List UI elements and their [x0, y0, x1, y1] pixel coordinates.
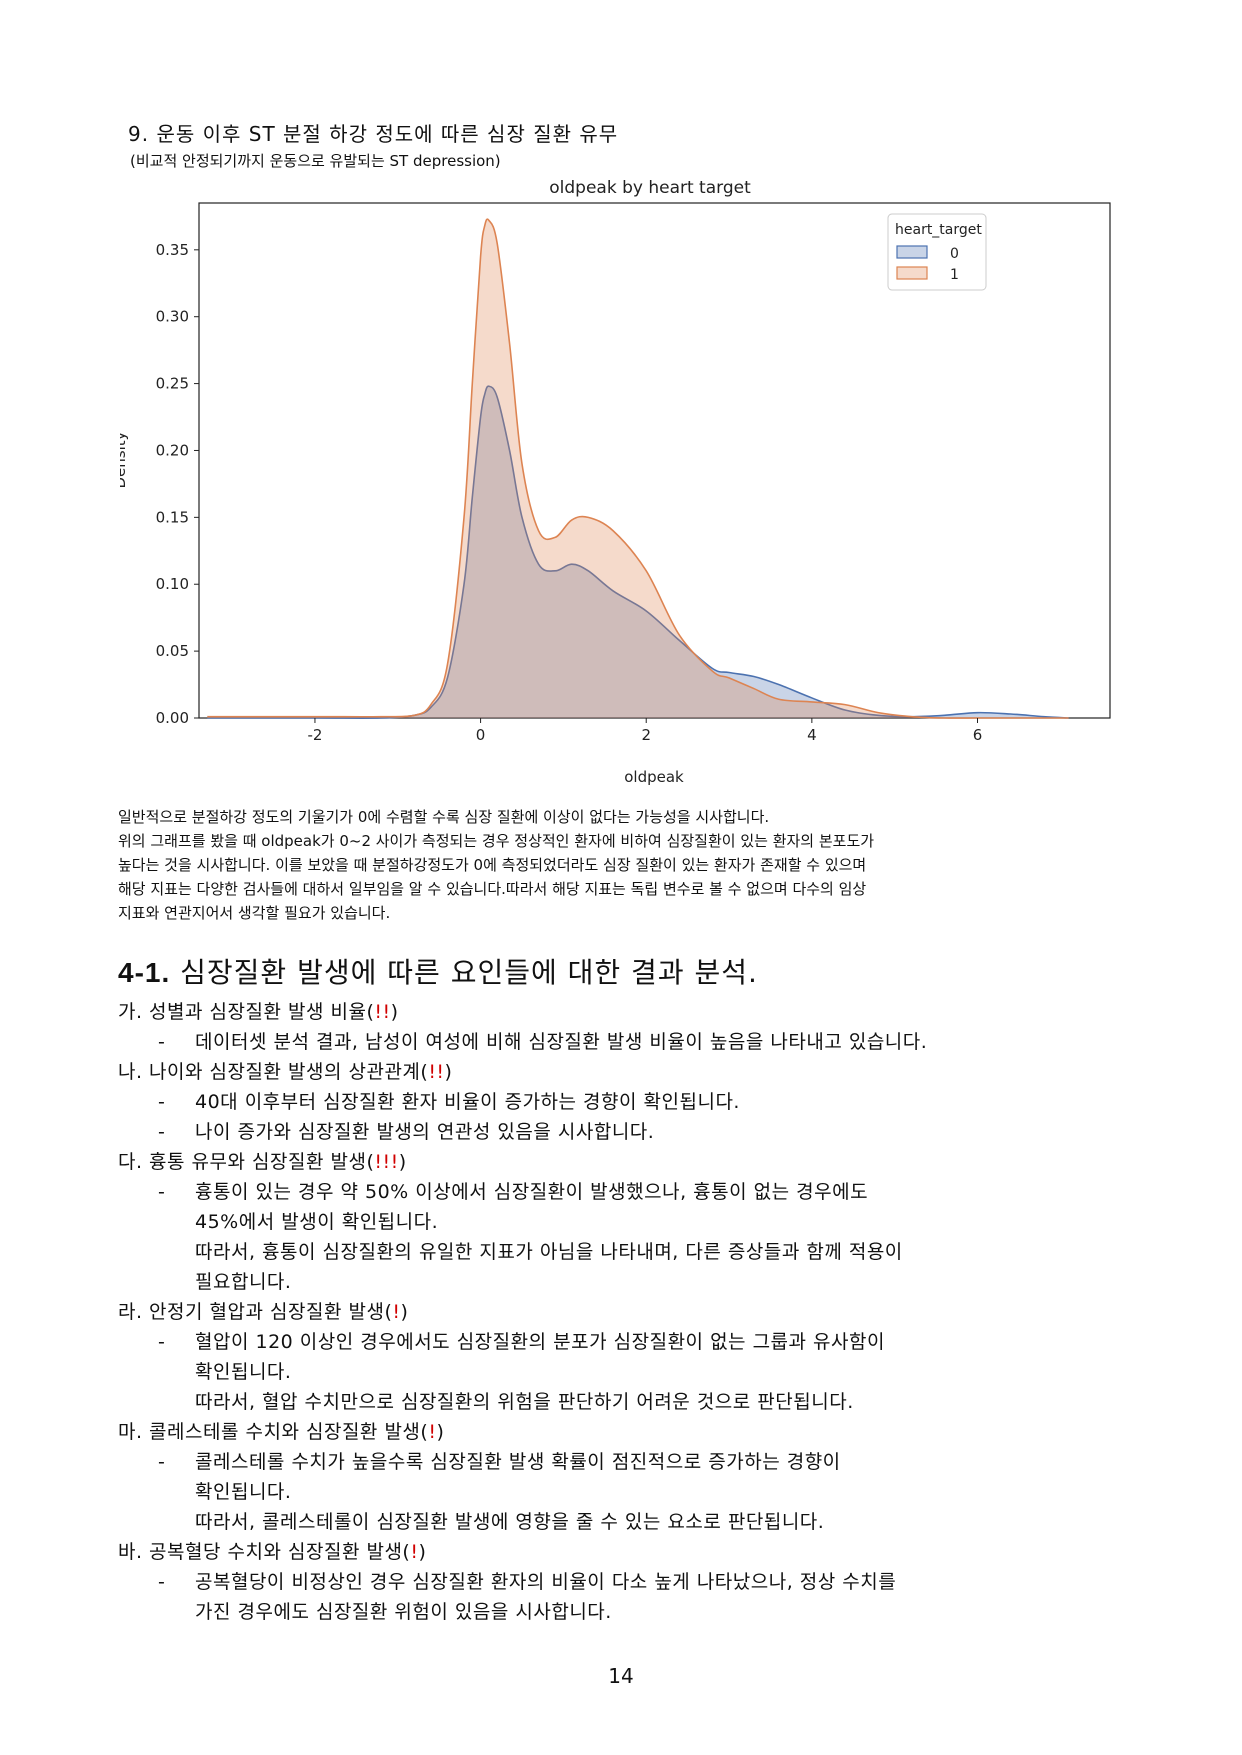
bullet-dash: - — [158, 1031, 166, 1053]
bullet-dash: - — [158, 1091, 166, 1113]
finding-label-close: ) — [444, 1061, 453, 1083]
heading-4-1: 4-1. 심장질환 발생에 따른 요인들에 대한 결과 분석. — [118, 951, 758, 991]
y-tick-label: 0.35 — [156, 241, 189, 259]
y-tick-label: 0.00 — [156, 709, 189, 727]
bullet-continuation: 따라서, 혈압 수치만으로 심장질환의 위험을 판단하기 어려운 것으로 판단됩… — [195, 1391, 854, 1413]
finding-label-close: ) — [400, 1301, 409, 1323]
y-tick-label: 0.15 — [156, 508, 189, 526]
importance-marks: !! — [374, 1001, 391, 1023]
importance-marks: !!! — [374, 1151, 399, 1173]
y-tick-label: 0.20 — [156, 441, 189, 459]
legend-label: 0 — [950, 246, 959, 262]
analysis-paragraph: 일반적으로 분절하강 정도의 기울기가 0에 수렴할 수록 심장 질환에 이상이… — [118, 805, 1138, 925]
series-0-area — [207, 386, 1069, 719]
finding-label: 가. 성별과 심장질환 발생 비율( — [118, 1001, 375, 1023]
bullet-dash: - — [158, 1571, 166, 1593]
finding-bullet: - 혈압이 120 이상인 경우에서도 심장질환의 분포가 심장질환이 없는 그룹… — [118, 1327, 1168, 1357]
paragraph-line: 위의 그래프를 봤을 때 oldpeak가 0~2 사이가 측정되는 경우 정상… — [118, 832, 875, 850]
finding-label: 마. 콜레스테롤 수치와 심장질환 발생( — [118, 1421, 429, 1443]
importance-marks: ! — [392, 1301, 401, 1323]
finding-label: 바. 공복혈당 수치와 심장질환 발생( — [118, 1541, 411, 1563]
x-axis-label: oldpeak — [624, 768, 684, 786]
finding-bullet: - 40대 이후부터 심장질환 환자 비율이 증가하는 경향이 확인됩니다. — [118, 1087, 1168, 1117]
bullet-dash: - — [158, 1121, 166, 1143]
bullet-continuation: 필요합니다. — [195, 1271, 292, 1293]
x-tick-label: 2 — [641, 726, 651, 744]
bullet-text: 데이터셋 분석 결과, 남성이 여성에 비해 심장질환 발생 비율이 높음을 나… — [195, 1031, 928, 1053]
series-layer — [207, 218, 1069, 719]
y-tick-label: 0.05 — [156, 642, 189, 660]
paragraph-line: 높다는 것을 시사합니다. 이를 보았을 때 분절하강정도가 0에 측정되었더라… — [118, 856, 867, 874]
finding-heading: 다. 흉통 유무와 심장질환 발생(!!!) — [118, 1147, 1168, 1177]
y-tick-label: 0.30 — [156, 308, 189, 326]
finding-heading: 가. 성별과 심장질환 발생 비율(!!) — [118, 997, 1168, 1027]
y-axis: 0.00 0.05 0.10 0.15 0.20 0.25 0.30 0.35 — [156, 241, 199, 727]
y-tick-label: 0.25 — [156, 375, 189, 393]
x-tick-label: -2 — [307, 726, 322, 744]
bullet-continuation: 따라서, 흉통이 심장질환의 유일한 지표가 아님을 나타내며, 다른 증상들과… — [195, 1241, 903, 1263]
bullet-continuation: 45%에서 발생이 확인됩니다. — [195, 1211, 439, 1233]
finding-label: 나. 나이와 심장질환 발생의 상관관계( — [118, 1061, 429, 1083]
bullet-text: 공복혈당이 비정상인 경우 심장질환 환자의 비율이 다소 높게 나타났으나, … — [195, 1571, 897, 1593]
bullet-text: 40대 이후부터 심장질환 환자 비율이 증가하는 경향이 확인됩니다. — [195, 1091, 740, 1113]
series-1-line — [207, 218, 1069, 719]
heading-number: 4-1. — [118, 957, 171, 988]
finding-heading: 바. 공복혈당 수치와 심장질환 발생(!) — [118, 1537, 1168, 1567]
finding-label-close: ) — [436, 1421, 445, 1443]
finding-heading: 나. 나이와 심장질환 발생의 상관관계(!!) — [118, 1057, 1168, 1087]
bullet-continuation: 확인됩니다. — [195, 1481, 292, 1503]
bullet-continuation: 가진 경우에도 심장질환 위험이 있음을 시사합니다. — [195, 1601, 612, 1623]
legend-swatch — [896, 266, 928, 280]
legend: heart_target 0 1 — [887, 213, 987, 291]
finding-label-close: ) — [418, 1541, 427, 1563]
bullet-text: 흉통이 있는 경우 약 50% 이상에서 심장질환이 발생했으나, 흉통이 없는… — [195, 1181, 869, 1203]
paragraph-line: 해당 지표는 다양한 검사들에 대하서 일부임을 알 수 있습니다.따라서 해당… — [118, 880, 867, 898]
finding-bullet: - 나이 증가와 심장질환 발생의 연관성 있음을 시사합니다. — [118, 1117, 1168, 1147]
x-tick-label: 0 — [476, 726, 486, 744]
bullet-text: 혈압이 120 이상인 경우에서도 심장질환의 분포가 심장질환이 없는 그룹과… — [195, 1331, 885, 1353]
legend-title: heart_target — [895, 222, 982, 238]
x-axis: -2 0 2 4 6 — [307, 718, 982, 744]
series-0-line — [207, 385, 1069, 719]
x-tick-label: 4 — [807, 726, 817, 744]
bullet-continuation: 확인됩니다. — [195, 1361, 292, 1383]
section-subtitle: (비교적 안정되기까지 운동으로 유발되는 ST depression) — [130, 152, 501, 170]
paragraph-line: 일반적으로 분절하강 정도의 기울기가 0에 수렴할 수록 심장 질환에 이상이… — [118, 808, 770, 826]
section-title: 9. 운동 이후 ST 분절 하강 정도에 따른 심장 질환 유무 — [128, 122, 619, 146]
importance-marks: ! — [410, 1541, 419, 1563]
legend-label: 1 — [950, 267, 959, 283]
bullet-text: 콜레스테롤 수치가 높을수록 심장질환 발생 확률이 점진적으로 증가하는 경향… — [195, 1451, 841, 1473]
importance-marks: ! — [428, 1421, 437, 1443]
x-tick-label: 6 — [973, 726, 983, 744]
legend-box — [887, 213, 987, 291]
paragraph-line: 지표와 연관지어서 생각할 필요가 있습니다. — [118, 904, 391, 922]
finding-bullet: - 공복혈당이 비정상인 경우 심장질환 환자의 비율이 다소 높게 나타났으나,… — [118, 1567, 1168, 1597]
bullet-dash: - — [158, 1331, 166, 1353]
y-axis-label: Density — [120, 431, 129, 488]
chart-title: oldpeak by heart target — [549, 178, 751, 198]
importance-marks: !! — [428, 1061, 445, 1083]
finding-label-close: ) — [390, 1001, 399, 1023]
finding-label: 다. 흉통 유무와 심장질환 발생( — [118, 1151, 375, 1173]
bullet-continuation: 따라서, 콜레스테롤이 심장질환 발생에 영향을 줄 수 있는 요소로 판단됩니… — [195, 1511, 825, 1533]
bullet-dash: - — [158, 1181, 166, 1203]
finding-bullet: - 데이터셋 분석 결과, 남성이 여성에 비해 심장질환 발생 비율이 높음을 … — [118, 1027, 1168, 1057]
finding-bullet: - 콜레스테롤 수치가 높을수록 심장질환 발생 확률이 점진적으로 증가하는 경… — [118, 1447, 1168, 1477]
page-number: 14 — [608, 1664, 634, 1688]
finding-heading: 마. 콜레스테롤 수치와 심장질환 발생(!) — [118, 1417, 1168, 1447]
kde-chart: oldpeak by heart target -2 0 2 4 6 0.000.050… — [120, 178, 1111, 786]
finding-label-close: ) — [398, 1151, 407, 1173]
bullet-dash: - — [158, 1451, 166, 1473]
series-1-area — [207, 219, 1069, 719]
heading-text: 심장질환 발생에 따른 요인들에 대한 결과 분석. — [170, 956, 758, 989]
y-tick-label: 0.10 — [156, 575, 189, 593]
finding-heading: 라. 안정기 혈압과 심장질환 발생(!) — [118, 1297, 1168, 1327]
finding-bullet: - 흉통이 있는 경우 약 50% 이상에서 심장질환이 발생했으나, 흉통이 없… — [118, 1177, 1168, 1207]
findings-list: 가. 성별과 심장질환 발생 비율(!!) - 데이터셋 분석 결과, 남성이 여성… — [118, 997, 1168, 1627]
legend-swatch — [896, 245, 928, 259]
finding-label: 라. 안정기 혈압과 심장질환 발생( — [118, 1301, 393, 1323]
bullet-text: 나이 증가와 심장질환 발생의 연관성 있음을 시사합니다. — [195, 1121, 655, 1143]
